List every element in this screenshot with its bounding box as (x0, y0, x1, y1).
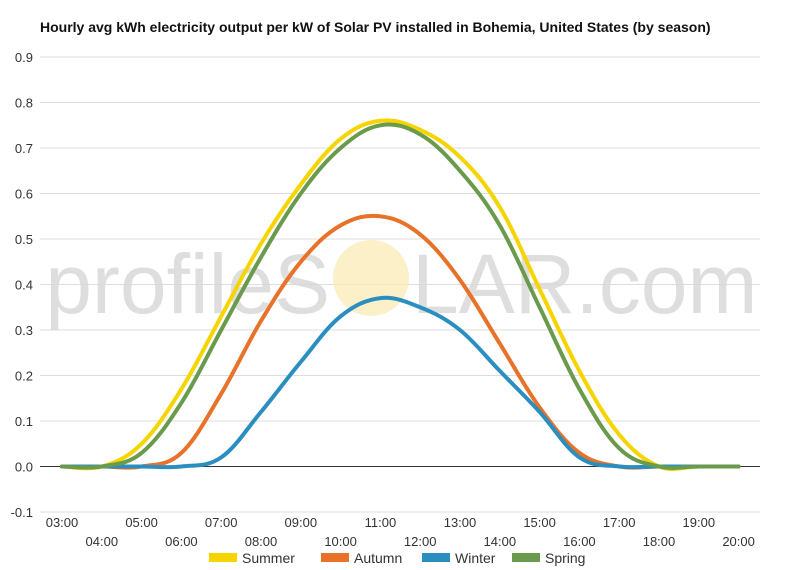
legend-swatch-spring (512, 553, 540, 562)
x-tick-label: 05:00 (125, 515, 158, 530)
y-tick-label: 0.0 (15, 460, 33, 475)
x-tick-label: 09:00 (285, 515, 318, 530)
x-tick-label: 06:00 (165, 534, 198, 549)
y-tick-label: 0.2 (15, 369, 33, 384)
legend-label-spring: Spring (545, 550, 585, 566)
watermark-text-before: profileS (45, 237, 330, 331)
legend-label-autumn: Autumn (354, 550, 402, 566)
legend-swatch-winter (422, 553, 450, 562)
x-tick-label: 15:00 (523, 515, 556, 530)
y-tick-label: 0.7 (15, 141, 33, 156)
x-tick-label: 08:00 (245, 534, 278, 549)
legend-swatch-autumn (321, 553, 349, 562)
y-tick-label: 0.6 (15, 187, 33, 202)
y-tick-label: 0.4 (15, 278, 33, 293)
x-tick-label: 11:00 (365, 515, 397, 530)
x-tick-label: 14:00 (484, 534, 517, 549)
legend-swatch-summer (209, 553, 237, 562)
x-tick-label: 19:00 (683, 515, 716, 530)
y-tick-label: 0.8 (15, 96, 33, 111)
x-tick-label: 12:00 (404, 534, 437, 549)
series-lines (60, 118, 741, 472)
series-line-summer (60, 118, 741, 472)
series-line-winter (60, 295, 741, 470)
y-tick-label: 0.5 (15, 232, 33, 247)
y-tick-label: 0.1 (15, 414, 33, 429)
legend: Summer Autumn Winter Spring (209, 550, 585, 566)
chart-title: Hourly avg kWh electricity output per kW… (40, 19, 711, 35)
x-tick-label: 10:00 (324, 534, 357, 549)
x-tick-label: 16:00 (563, 534, 596, 549)
x-tick-label: 20:00 (722, 534, 755, 549)
watermark-text-after: LAR.com (412, 237, 757, 331)
x-tick-label: 03:00 (46, 515, 79, 530)
legend-label-summer: Summer (242, 550, 295, 566)
legend-label-winter: Winter (455, 550, 496, 566)
x-tick-label: 17:00 (603, 515, 636, 530)
x-tick-label: 04:00 (86, 534, 119, 549)
y-tick-label: 0.3 (15, 323, 33, 338)
watermark-sun-icon (333, 240, 409, 316)
y-tick-label: -0.1 (11, 505, 33, 520)
x-tick-label: 13:00 (444, 515, 477, 530)
series-line-spring (60, 122, 741, 470)
watermark: profileS LAR.com (45, 237, 757, 331)
x-tick-label: 18:00 (643, 534, 676, 549)
y-tick-label: 0.9 (15, 50, 33, 65)
x-tick-label: 07:00 (205, 515, 238, 530)
